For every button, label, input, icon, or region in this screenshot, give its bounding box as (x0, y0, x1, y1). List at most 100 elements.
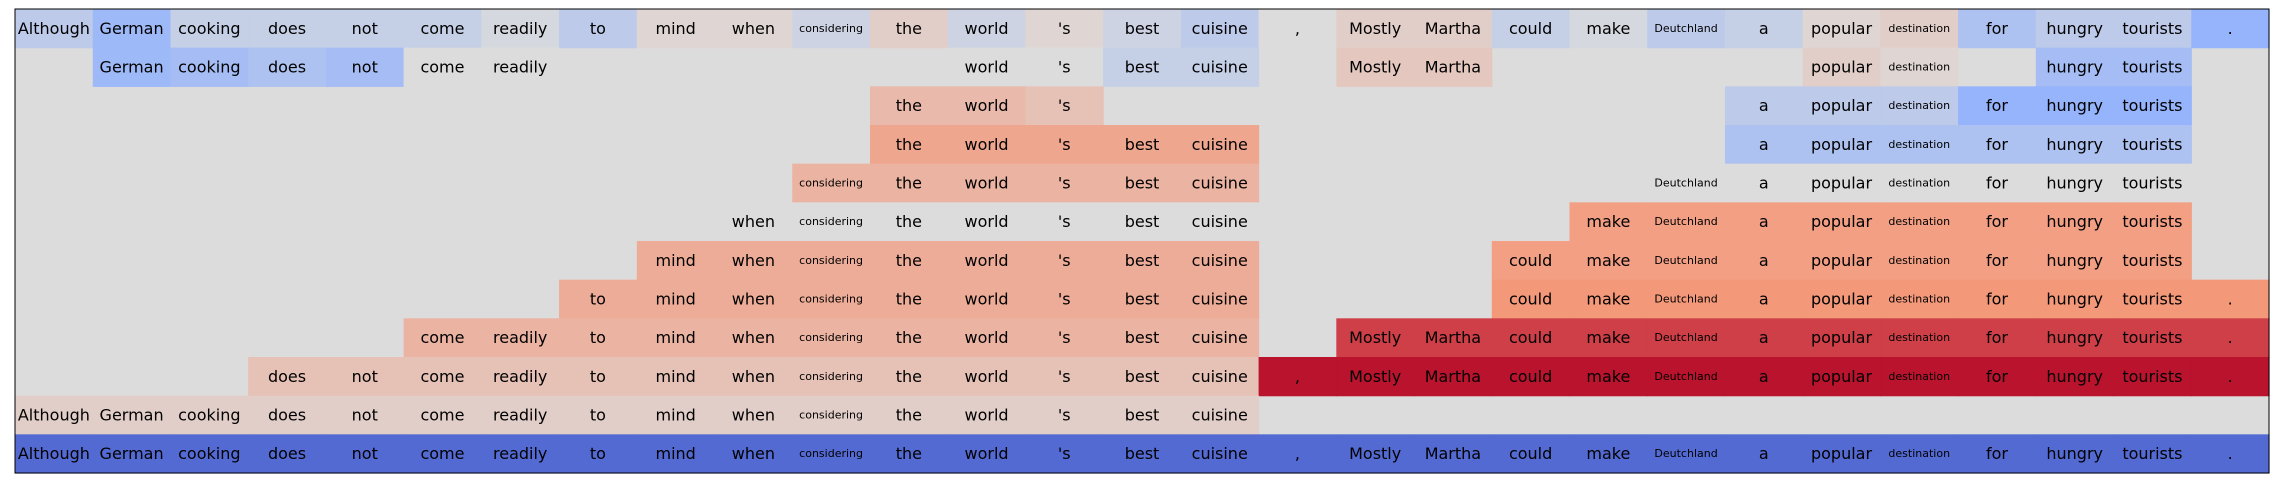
heatmap-cell (869, 202, 949, 242)
token-label: Mostly (1349, 367, 1401, 386)
token-label: Although (18, 406, 90, 425)
token-label: to (590, 290, 606, 309)
heatmap-cell (1336, 318, 1415, 358)
heatmap-cell (947, 47, 1027, 87)
token-label: . (2228, 328, 2233, 347)
token-label: mind (655, 19, 695, 38)
token-label: world (965, 290, 1009, 309)
token-label: Deutchland (1654, 293, 1717, 306)
heatmap-cell (947, 9, 1027, 49)
token-label: world (965, 212, 1009, 231)
heatmap-cell (1958, 163, 2037, 203)
token-label: for (1986, 328, 2008, 347)
token-label: Martha (1425, 444, 1481, 463)
heatmap-cell (1025, 125, 1104, 165)
token-label: hungry (2046, 174, 2103, 193)
token-label: make (1586, 19, 1630, 38)
token-label: a (1759, 444, 1769, 463)
token-label: come (420, 328, 464, 347)
heatmap-cell (2113, 47, 2192, 87)
heatmap-cell (1025, 434, 1104, 474)
heatmap-cell (1647, 434, 1726, 474)
token-label: cuisine (1192, 212, 1248, 231)
heatmap-cell (2035, 163, 2115, 203)
heatmap-cell (325, 9, 405, 49)
token-label: mind (655, 444, 695, 463)
token-label: readily (493, 19, 547, 38)
heatmap-cell (947, 357, 1027, 397)
heatmap-cell (2035, 357, 2115, 397)
token-label: readily (493, 328, 547, 347)
token-label: destination (1888, 293, 1950, 306)
token-label: make (1586, 444, 1630, 463)
heatmap-cell (1103, 395, 1182, 435)
heatmap-cell (403, 318, 482, 358)
heatmap-cell (1802, 86, 1881, 126)
heatmap-cell (1802, 434, 1881, 474)
heatmap-cell (869, 9, 949, 49)
token-label: not (352, 406, 378, 425)
heatmap-cell (2113, 9, 2192, 49)
heatmap-cell (714, 357, 793, 397)
token-label: for (1986, 96, 2008, 115)
heatmap-cell (1569, 434, 1648, 474)
heatmap-cell (92, 434, 172, 474)
heatmap-cell (248, 47, 327, 87)
token-label: could (1509, 19, 1552, 38)
token-label: cuisine (1192, 290, 1248, 309)
heatmap-cell (2113, 279, 2192, 319)
token-label: cuisine (1192, 444, 1248, 463)
token-label: when (732, 290, 775, 309)
heatmap-cell (481, 9, 560, 49)
heatmap-cell (325, 395, 405, 435)
heatmap-cell (792, 9, 871, 49)
token-label: a (1759, 328, 1769, 347)
token-label: come (420, 19, 464, 38)
token-label: the (896, 212, 922, 231)
token-label: to (590, 367, 606, 386)
token-label: Deutchland (1654, 177, 1717, 190)
heatmap-cell (1491, 434, 1571, 474)
token-label: considering (799, 331, 863, 344)
token-label: Deutchland (1654, 331, 1717, 344)
token-label: best (1125, 367, 1160, 386)
heatmap-cell (481, 47, 560, 87)
heatmap-cell (1958, 125, 2037, 165)
token-label: considering (799, 409, 863, 422)
heatmap-cell (2191, 434, 2270, 474)
token-label: cuisine (1192, 174, 1248, 193)
heatmap-frame (14, 8, 2270, 474)
heatmap-cell (170, 47, 249, 87)
token-label: considering (799, 447, 863, 460)
heatmap-cell (559, 279, 638, 319)
heatmap-cell (869, 395, 949, 435)
heatmap-cell (1802, 357, 1881, 397)
token-label: for (1986, 135, 2008, 154)
token-label: considering (799, 293, 863, 306)
heatmap-cell (1958, 202, 2037, 242)
heatmap-cell (1724, 202, 1804, 242)
token-label: not (352, 19, 378, 38)
token-label: 's (1058, 58, 1071, 77)
heatmap-cell (1724, 434, 1804, 474)
token-label: tourists (2122, 328, 2182, 347)
heatmap-cell (1802, 318, 1881, 358)
heatmap-cell (403, 9, 482, 49)
token-label: world (965, 174, 1009, 193)
heatmap-cell (869, 163, 949, 203)
heatmap-cell (2113, 163, 2192, 203)
token-label: 's (1058, 251, 1071, 270)
token-label: Martha (1425, 367, 1481, 386)
heatmap-cell (1724, 9, 1804, 49)
token-label: hungry (2046, 135, 2103, 154)
heatmap-cell (1336, 357, 1415, 397)
token-label: 's (1058, 444, 1071, 463)
token-label: German (100, 406, 164, 425)
token-label: cooking (178, 444, 240, 463)
heatmap-cell (636, 9, 716, 49)
heatmap-cell (1025, 163, 1104, 203)
token-label: come (420, 58, 464, 77)
token-label: popular (1811, 96, 1872, 115)
token-label: popular (1811, 328, 1872, 347)
token-label: , (1295, 367, 1300, 386)
